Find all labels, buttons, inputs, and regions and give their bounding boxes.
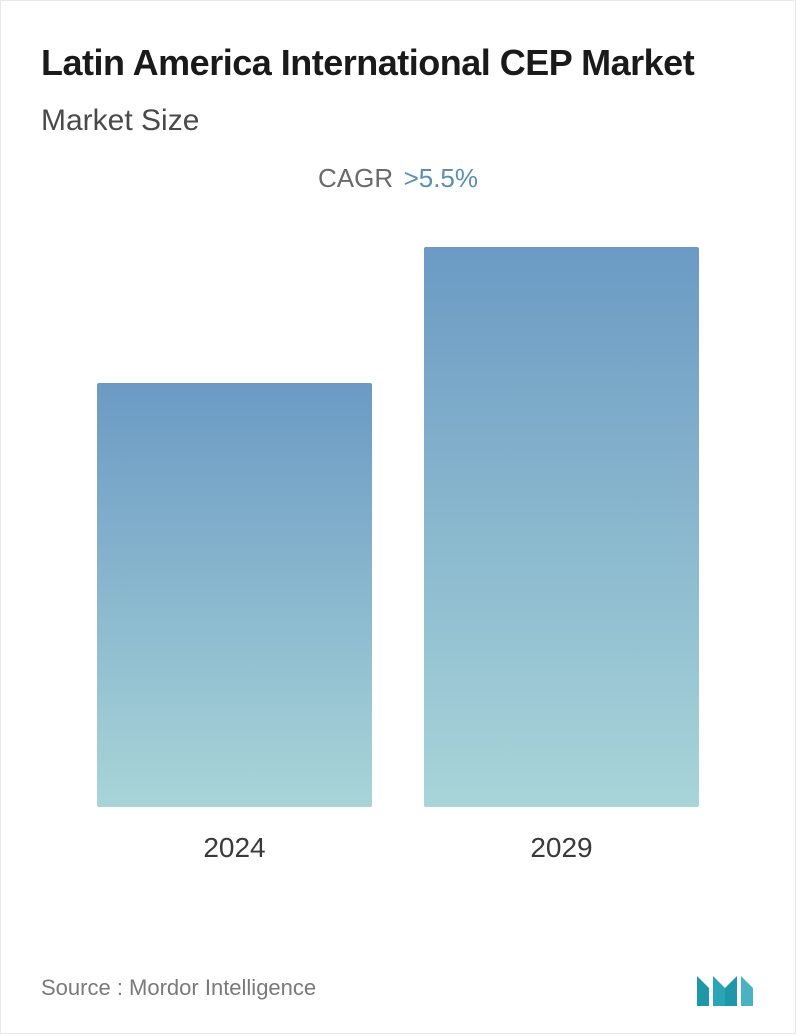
source-text: Source : Mordor Intelligence: [41, 975, 316, 1001]
bar-group-0: 2024: [97, 383, 372, 865]
bar-0: [97, 383, 372, 808]
cagr-value: >5.5%: [404, 163, 478, 193]
mordor-logo-icon: [695, 968, 755, 1008]
footer: Source : Mordor Intelligence: [41, 968, 755, 1008]
chart-container: Latin America International CEP Market M…: [0, 0, 796, 1034]
bar-label-0: 2024: [203, 832, 265, 864]
chart-title: Latin America International CEP Market: [41, 41, 755, 84]
bar-1: [424, 247, 699, 807]
bar-group-1: 2029: [424, 247, 699, 864]
chart-area: 2024 2029: [41, 244, 755, 864]
cagr-label: CAGR: [318, 163, 393, 193]
bar-label-1: 2029: [530, 832, 592, 864]
chart-subtitle: Market Size: [41, 104, 755, 138]
cagr-row: CAGR >5.5%: [41, 163, 755, 194]
